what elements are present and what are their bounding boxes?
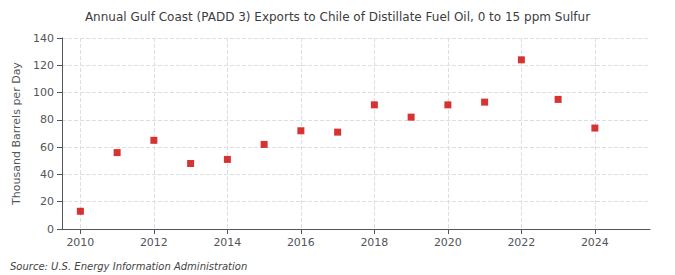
- svg-text:2022: 2022: [507, 236, 535, 249]
- svg-text:2012: 2012: [140, 236, 168, 249]
- svg-text:40: 40: [40, 168, 54, 181]
- svg-text:2016: 2016: [287, 236, 315, 249]
- svg-text:2024: 2024: [581, 236, 609, 249]
- svg-text:2018: 2018: [360, 236, 388, 249]
- svg-text:2020: 2020: [434, 236, 462, 249]
- svg-text:Annual Gulf Coast (PADD 3) Exp: Annual Gulf Coast (PADD 3) Exports to Ch…: [85, 10, 590, 24]
- svg-text:60: 60: [40, 141, 54, 154]
- svg-text:Thousand Barrels per Day: Thousand Barrels per Day: [10, 62, 23, 206]
- svg-text:20: 20: [40, 195, 54, 208]
- svg-text:Source: U.S. Energy Informatio: Source: U.S. Energy Information Administ…: [10, 261, 247, 272]
- svg-text:80: 80: [40, 113, 54, 126]
- svg-text:2014: 2014: [213, 236, 241, 249]
- svg-text:2010: 2010: [66, 236, 94, 249]
- svg-text:100: 100: [33, 86, 54, 99]
- svg-text:0: 0: [47, 223, 54, 236]
- svg-text:140: 140: [33, 32, 54, 45]
- svg-text:120: 120: [33, 59, 54, 72]
